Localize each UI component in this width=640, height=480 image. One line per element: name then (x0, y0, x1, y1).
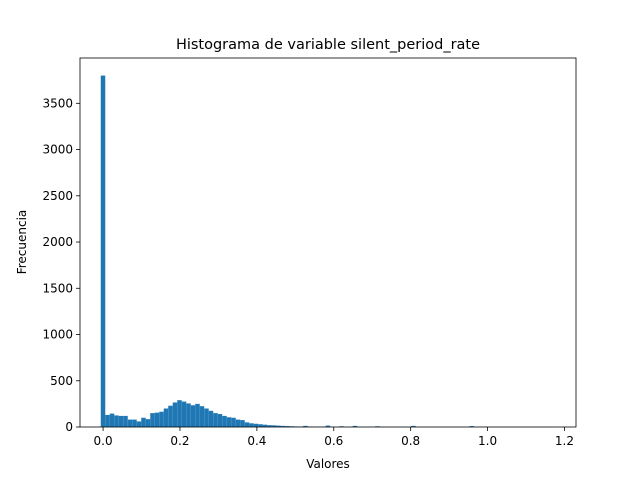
histogram-bar (114, 415, 119, 427)
y-tick-label: 3500 (42, 96, 73, 110)
histogram-bar (168, 405, 173, 427)
histogram-bar (253, 423, 259, 427)
x-tick-label: 0.4 (247, 434, 266, 448)
histogram-bar (109, 413, 115, 427)
histogram-bar (276, 425, 281, 427)
histogram-bar (195, 403, 200, 427)
histogram-bar (141, 417, 146, 427)
y-tick-label: 2500 (42, 189, 73, 203)
histogram-bar (199, 406, 205, 427)
histogram-bar (352, 425, 358, 427)
histogram-bar (172, 402, 178, 427)
y-tick-label: 1000 (42, 328, 73, 342)
histogram-bar (181, 401, 187, 427)
y-axis-ticks: 0 500 1000 1500 2000 2500 3000 3500 (42, 96, 80, 434)
histogram-bar (118, 415, 124, 427)
y-tick-label: 3000 (42, 143, 73, 157)
x-axis-label: Valores (306, 457, 350, 471)
histogram-bar (204, 408, 209, 427)
histogram-bar (163, 408, 169, 427)
y-tick-label: 1500 (42, 281, 73, 295)
histogram-bar (262, 424, 268, 427)
histogram-bar (132, 419, 137, 427)
plot-frame (79, 57, 577, 428)
y-tick-label: 0 (65, 420, 73, 434)
histogram-bar (127, 419, 133, 427)
bars-group (100, 75, 551, 428)
histogram-bar (267, 425, 272, 427)
histogram-bar (249, 423, 254, 427)
x-tick-label: 0.0 (94, 434, 113, 448)
histogram-bar (213, 413, 218, 427)
y-axis-label: Frecuencia (15, 210, 29, 275)
histogram-bar (226, 417, 232, 427)
x-tick-label: 0.2 (170, 434, 189, 448)
histogram-bar (411, 425, 416, 427)
histogram-bar (136, 421, 142, 427)
x-tick-label: 0.6 (324, 434, 343, 448)
histogram-bar (258, 424, 263, 427)
histogram-bar (280, 425, 286, 427)
y-tick-label: 2000 (42, 235, 73, 249)
histogram-bar (208, 410, 214, 427)
histogram-bar (100, 75, 106, 428)
x-tick-label: 0.8 (401, 434, 420, 448)
histogram-bar (154, 412, 160, 427)
x-tick-label: 1.2 (555, 434, 574, 448)
histogram-bar (190, 405, 196, 427)
histogram-bar (235, 419, 241, 427)
histogram-bar (222, 415, 227, 427)
histogram-bar (186, 403, 191, 427)
y-tick-label: 500 (50, 374, 73, 388)
histogram-bar (150, 413, 155, 427)
histogram-bar (469, 426, 475, 427)
x-tick-label: 1.0 (478, 434, 497, 448)
histogram-bar (240, 420, 245, 427)
histogram-bar (159, 411, 164, 427)
histogram-bar (285, 426, 290, 427)
histogram-bar (231, 417, 236, 427)
histogram-bar (217, 414, 223, 427)
histogram-bar (123, 415, 128, 427)
chart-title: Histograma de variable silent_period_rat… (176, 37, 480, 53)
histogram-bar (145, 419, 151, 427)
histogram-bar (271, 425, 277, 427)
histogram-bar (177, 400, 182, 427)
x-axis-ticks: 0.0 0.2 0.4 0.6 0.8 1.0 1.2 (94, 427, 574, 448)
histogram-bar (105, 414, 110, 427)
histogram-bar (303, 425, 308, 427)
histogram-bar (325, 425, 331, 427)
histogram-bar (244, 422, 250, 427)
